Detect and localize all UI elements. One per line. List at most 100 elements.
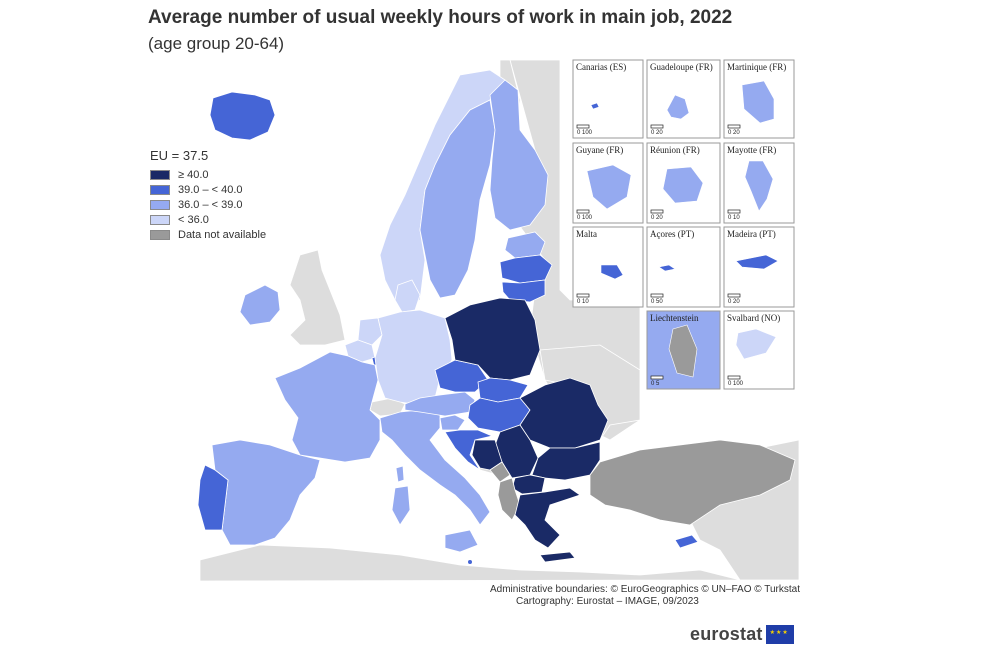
inset-scale-bar: [727, 375, 741, 380]
legend-item-1: ≥ 40.0: [150, 167, 266, 182]
inset-label: Malta: [576, 229, 597, 239]
credits-cartography: Cartography: Eurostat – IMAGE, 09/2023: [515, 596, 699, 607]
inset-5: Réunion (FR) 0 20: [646, 142, 721, 224]
inset-3: Martinique (FR) 0 20: [723, 59, 795, 139]
inset-scale-bar: [727, 124, 741, 129]
region-turkey: [589, 439, 796, 526]
inset-9: Madeira (PT) 0 20: [723, 226, 795, 308]
legend-item-3: 36.0 – < 39.0: [150, 197, 266, 212]
inset-4: Guyane (FR) 0 100: [572, 142, 644, 224]
inset-scale-bar: [727, 209, 741, 214]
map-canvas[interactable]: Canarias (ES) 0 100 Guadeloupe (FR) 0 20 Mar…: [148, 58, 799, 581]
legend-eu-average: EU = 37.5: [150, 148, 209, 163]
inset-6: Mayotte (FR) 0 10: [723, 142, 795, 224]
inset-shape: [741, 80, 775, 124]
inset-label: Canarias (ES): [576, 62, 626, 72]
region-finland: [489, 79, 549, 231]
inset-scale-label: 0 5: [651, 381, 660, 387]
inset-label: Açores (PT): [650, 229, 694, 239]
inset-shape: [590, 102, 600, 110]
region-greece: [514, 487, 581, 549]
inset-shape: [668, 324, 698, 378]
inset-scale-label: 0 50: [651, 299, 663, 305]
region-iceland: [209, 91, 276, 141]
inset-10: Liechtenstein 0 5: [646, 310, 721, 390]
eurostat-logo-text: eurostat: [690, 624, 763, 644]
inset-label: Martinique (FR): [727, 62, 786, 72]
legend-label-4: < 36.0: [178, 213, 209, 226]
legend-swatch-1: [150, 169, 170, 180]
region-sweden: [419, 99, 496, 299]
inset-scale-label: 0 20: [728, 299, 740, 305]
non-eu-land-north-africa: [199, 544, 741, 581]
region-montenegro: [489, 461, 511, 483]
inset-label: Mayotte (FR): [727, 145, 776, 155]
inset-scale-label: 0 20: [651, 130, 663, 136]
map-legend: EU = 37.5 ≥ 40.0 39.0 – < 40.0 36.0 – < …: [150, 148, 266, 242]
inset-shape: [735, 254, 779, 270]
inset-scale-bar: [650, 124, 664, 129]
inset-scale-bar: [576, 209, 590, 214]
eu-flag-icon: [765, 625, 794, 644]
inset-shape: [586, 164, 632, 210]
inset-label: Guyane (FR): [576, 145, 623, 155]
inset-shape: [735, 328, 777, 360]
inset-label: Svalbard (NO): [727, 313, 780, 323]
inset-scale-label: 0 20: [651, 215, 663, 221]
inset-scale-label: 0 10: [728, 215, 740, 221]
region-malta-dot: [468, 560, 472, 564]
inset-scale-bar: [650, 209, 664, 214]
inset-11: Svalbard (NO) 0 100: [723, 310, 795, 390]
legend-swatch-4: [150, 214, 170, 225]
legend-item-2: 39.0 – < 40.0: [150, 182, 266, 197]
inset-scale-label: 0 100: [577, 215, 593, 221]
inset-scale-label: 0 100: [577, 130, 593, 136]
legend-label-2: 39.0 – < 40.0: [178, 183, 243, 196]
legend-swatch-3: [150, 199, 170, 210]
region-ireland: [239, 284, 281, 326]
inset-shape: [666, 94, 690, 120]
inset-shape: [662, 166, 704, 204]
inset-scale-bar: [650, 293, 664, 298]
inset-scale-bar: [727, 293, 741, 298]
map-title: Average number of usual weekly hours of …: [148, 7, 733, 28]
region-cyprus: [674, 534, 699, 549]
region-north-macedonia: [511, 474, 546, 495]
map-credits: Administrative boundaries: © EuroGeograp…: [490, 584, 800, 608]
region-poland: [444, 297, 541, 381]
legend-label-5: Data not available: [178, 228, 267, 241]
legend-item-5: Data not available: [150, 227, 266, 242]
inset-shape: [600, 264, 624, 280]
inset-2: Guadeloupe (FR) 0 20: [646, 59, 721, 139]
region-netherlands: [357, 317, 383, 346]
inset-1: Canarias (ES) 0 100: [572, 59, 644, 139]
inset-scale-label: 0 100: [728, 381, 744, 387]
inset-label: Réunion (FR): [650, 145, 700, 155]
inset-scale-label: 0 20: [728, 130, 740, 136]
inset-scale-bar: [650, 375, 664, 380]
region-corsica: [395, 465, 405, 483]
inset-8: Açores (PT) 0 50: [646, 226, 721, 308]
inset-scale-bar: [576, 293, 590, 298]
inset-label: Guadeloupe (FR): [650, 62, 713, 72]
region-sardinia: [391, 485, 411, 526]
legend-swatch-2: [150, 184, 170, 195]
legend-swatch-5: [150, 229, 170, 240]
inset-label: Madeira (PT): [727, 229, 776, 239]
region-denmark: [394, 279, 421, 313]
inset-shape: [658, 264, 676, 272]
map-subtitle: (age group 20-64): [148, 34, 285, 53]
inset-label: Liechtenstein: [650, 313, 699, 323]
credits-boundaries: Administrative boundaries: © EuroGeograp…: [489, 584, 800, 595]
eurostat-logo[interactable]: eurostat: [690, 624, 794, 645]
non-eu-land-uk: [289, 249, 346, 346]
legend-label-1: ≥ 40.0: [178, 168, 209, 181]
region-portugal: [197, 464, 229, 531]
region-croatia: [444, 429, 494, 471]
inset-scale-bar: [576, 124, 590, 129]
legend-label-3: 36.0 – < 39.0: [178, 198, 243, 211]
region-sicily: [444, 529, 479, 553]
region-slovenia: [439, 414, 466, 431]
inset-shape: [744, 160, 774, 212]
